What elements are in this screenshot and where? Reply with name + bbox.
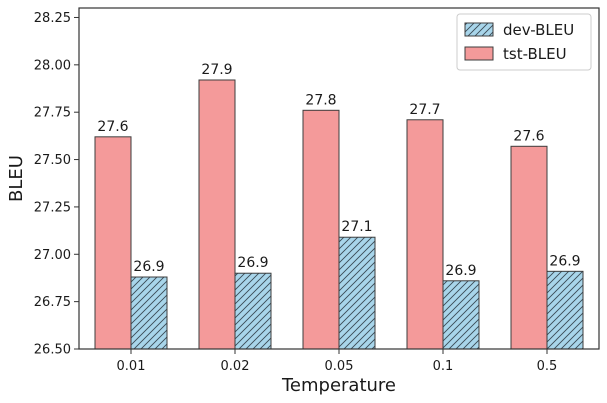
plot-frame bbox=[78, 7, 600, 350]
x-tick-label-0.05: 0.05 bbox=[325, 359, 354, 374]
x-tick-label-0.01: 0.01 bbox=[117, 359, 146, 374]
y-tick-label-26.75: 26.75 bbox=[34, 295, 71, 310]
legend-label-tst-BLEU: tst-BLEU bbox=[503, 45, 567, 63]
y-tick-label-28.25: 28.25 bbox=[34, 11, 71, 26]
y-tick-label-27.50: 27.50 bbox=[34, 153, 71, 168]
bar-tst-bleu-0.01 bbox=[94, 136, 132, 350]
bar-tst-bleu-0.02 bbox=[198, 79, 236, 350]
data-label-dev-bleu-0.1: 26.9 bbox=[445, 263, 476, 279]
x-axis-label: Temperature bbox=[281, 375, 396, 396]
data-labels-group: 27.6 26.9 27.9 26.9 27.8 27.1 27.7 26.9 27.6 26.9 bbox=[97, 62, 580, 279]
y-tick-label-26.50: 26.50 bbox=[34, 343, 71, 358]
bar-dev-bleu-0.05 bbox=[338, 236, 376, 350]
x-tick-label-0.02: 0.02 bbox=[221, 359, 250, 374]
axes-group: 0.01 0.02 0.05 0.1 0.5 26.50 26.75 27.00 27.25 27… bbox=[6, 7, 600, 396]
y-tick-label-28.00: 28.00 bbox=[34, 58, 71, 73]
data-label-tst-bleu-0.02: 27.9 bbox=[201, 62, 232, 78]
legend-swatch-dev-BLEU bbox=[464, 22, 494, 37]
x-tick-label-0.1: 0.1 bbox=[433, 359, 454, 374]
y-tick-label-27.00: 27.00 bbox=[34, 248, 71, 263]
legend-swatch-tst-BLEU bbox=[464, 46, 494, 61]
legend-label-dev-BLEU: dev-BLEU bbox=[503, 21, 574, 39]
bars-group bbox=[94, 79, 584, 350]
data-label-tst-bleu-0.5: 27.6 bbox=[513, 128, 544, 144]
bar-tst-bleu-0.05 bbox=[302, 109, 340, 350]
x-tick-label-0.5: 0.5 bbox=[537, 359, 558, 374]
bar-dev-bleu-0.01 bbox=[130, 276, 168, 350]
data-label-dev-bleu-0.01: 26.9 bbox=[133, 259, 164, 275]
legend: dev-BLEU tst-BLEU bbox=[456, 13, 592, 71]
data-label-tst-bleu-0.05: 27.8 bbox=[305, 92, 336, 108]
y-tick-label-27.25: 27.25 bbox=[34, 200, 71, 215]
data-label-dev-bleu-0.5: 26.9 bbox=[549, 253, 580, 269]
data-label-dev-bleu-0.02: 26.9 bbox=[237, 255, 268, 271]
data-label-tst-bleu-0.1: 27.7 bbox=[409, 102, 440, 118]
y-tick-label-27.75: 27.75 bbox=[34, 106, 71, 121]
bar-tst-bleu-0.1 bbox=[406, 119, 444, 350]
y-axis-label: BLEU bbox=[6, 155, 27, 202]
data-label-dev-bleu-0.05: 27.1 bbox=[341, 219, 372, 235]
bar-dev-bleu-0.1 bbox=[442, 280, 480, 350]
data-label-tst-bleu-0.01: 27.6 bbox=[97, 119, 128, 135]
bar-tst-bleu-0.5 bbox=[510, 145, 548, 350]
bar-dev-bleu-0.02 bbox=[234, 272, 272, 350]
bar-dev-bleu-0.5 bbox=[546, 270, 584, 350]
